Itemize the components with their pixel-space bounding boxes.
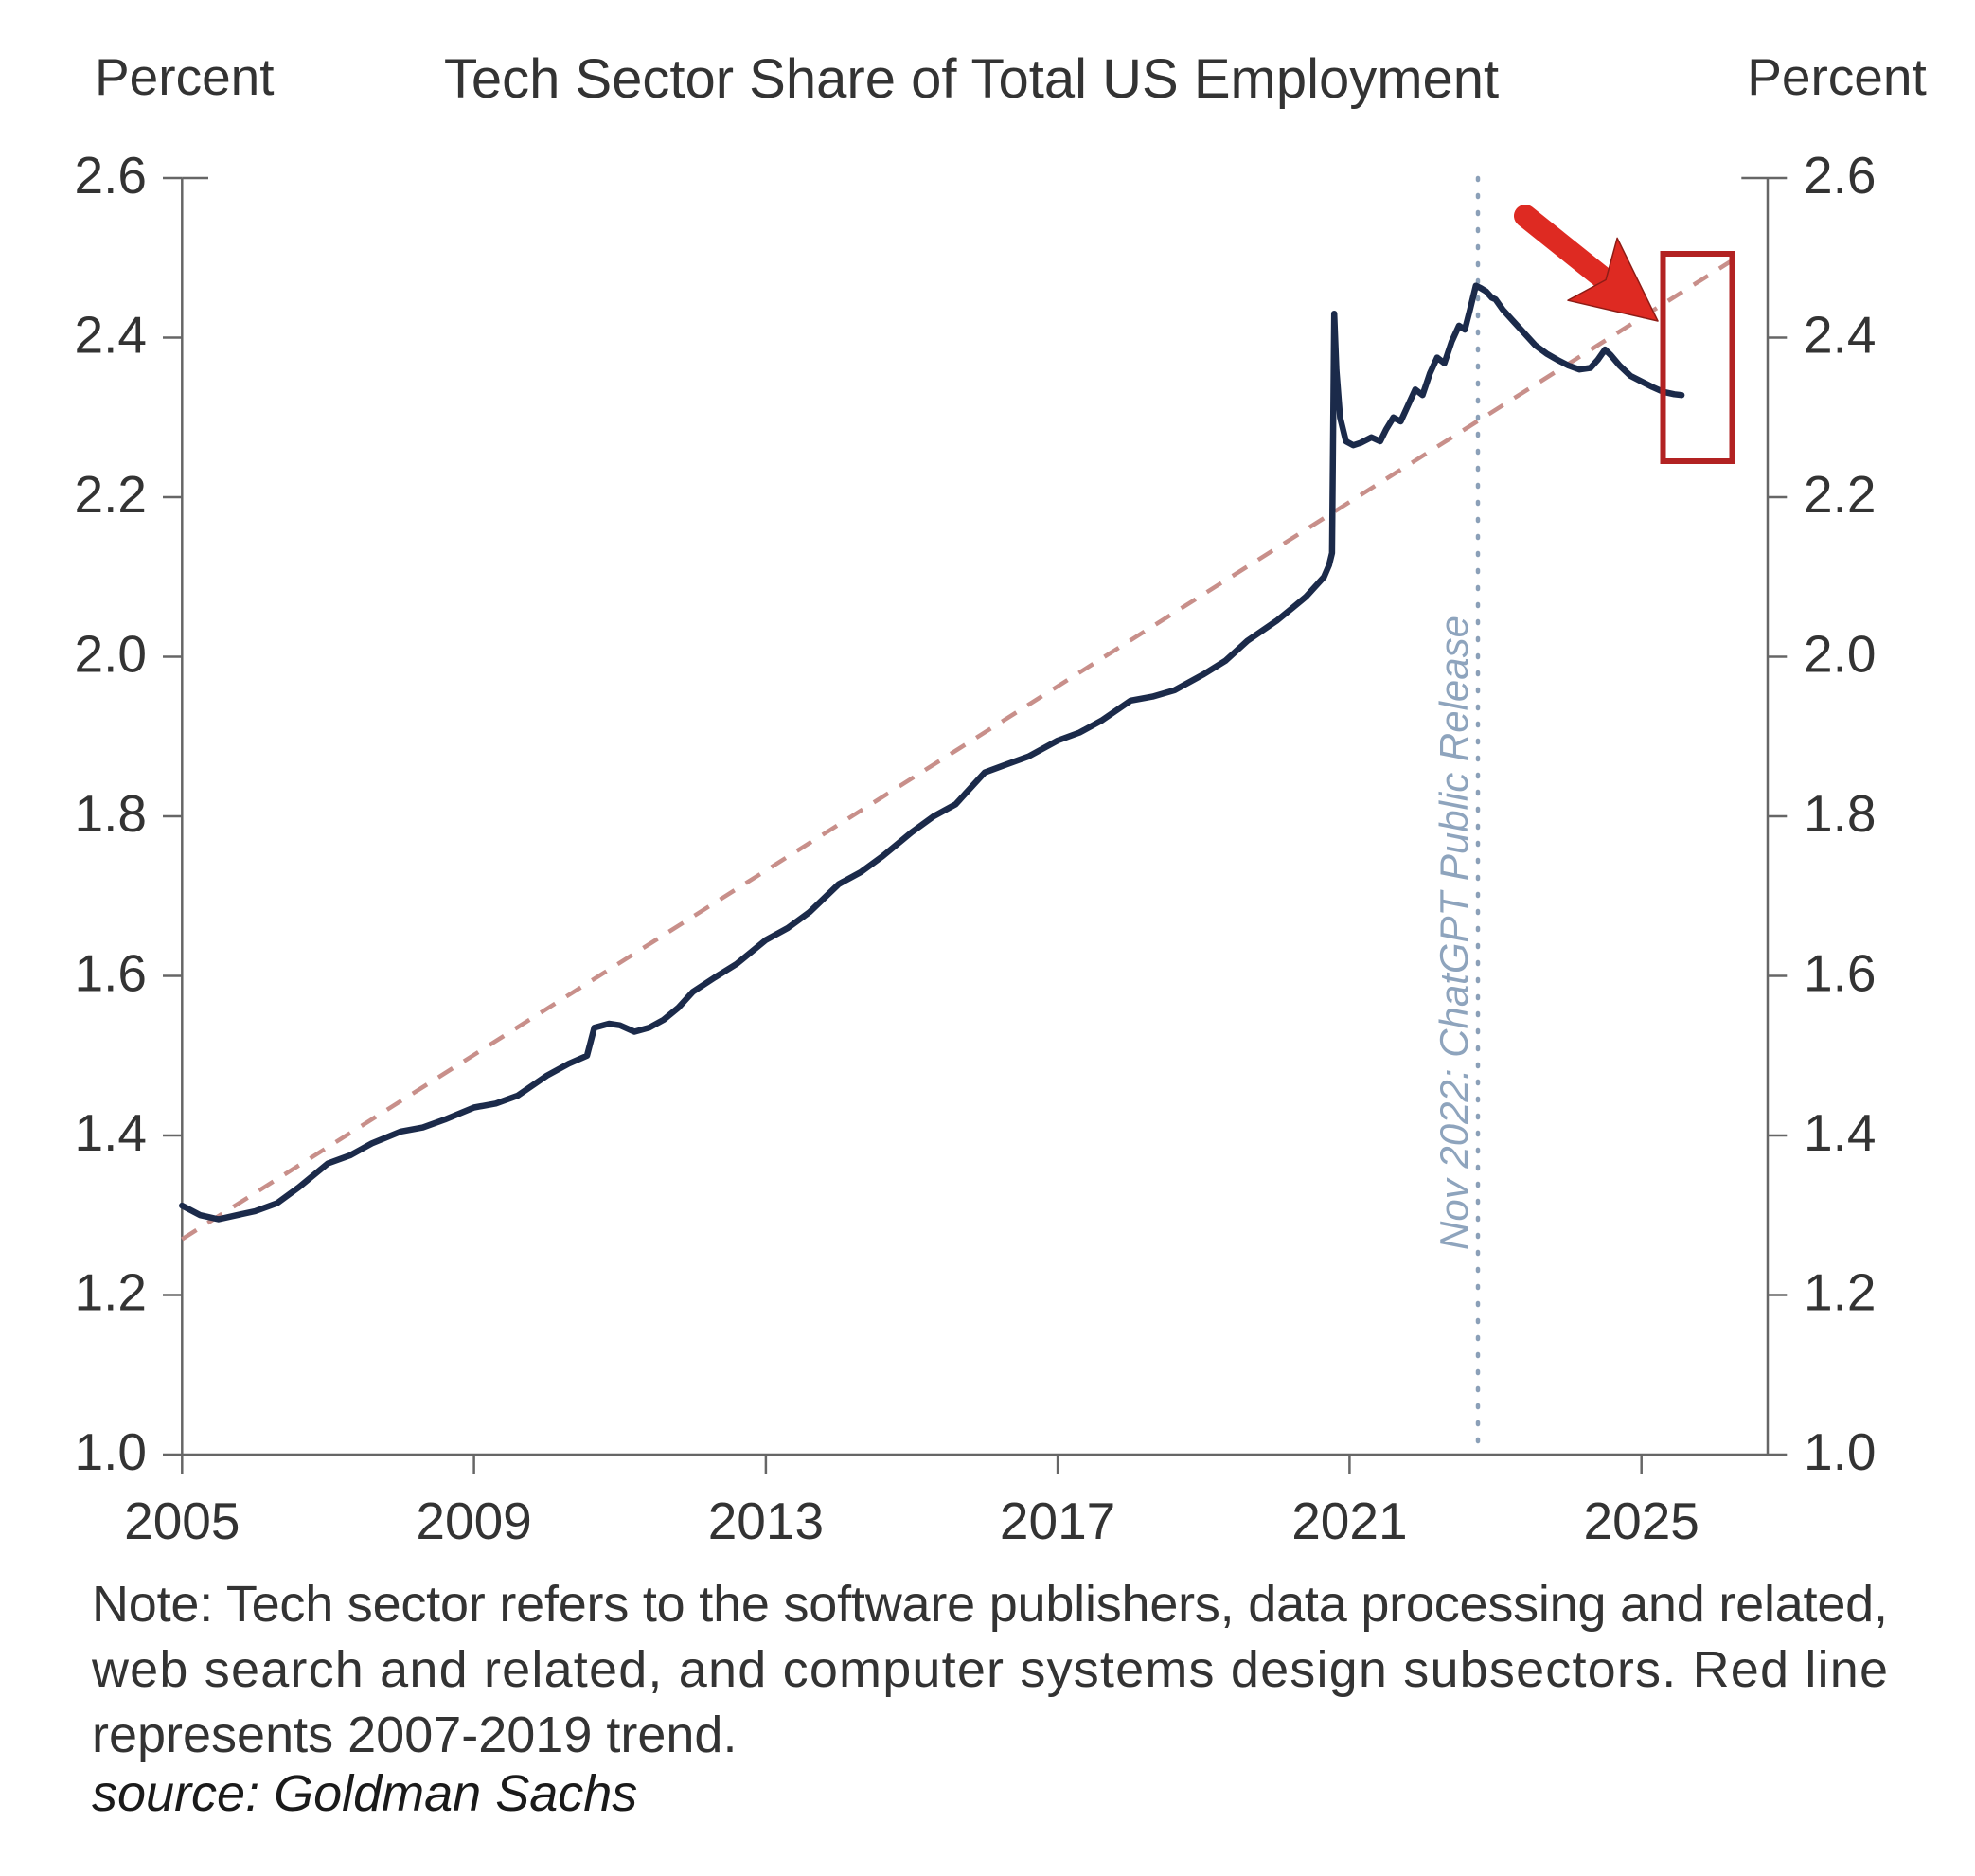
svg-text:web search and related, and co: web search and related, and computer sys…: [91, 1641, 1888, 1698]
svg-text:2005: 2005: [124, 1492, 240, 1550]
svg-text:1.0: 1.0: [1804, 1422, 1876, 1481]
svg-text:2009: 2009: [416, 1492, 531, 1550]
svg-text:1.2: 1.2: [1804, 1263, 1876, 1322]
svg-text:1.4: 1.4: [75, 1103, 147, 1162]
svg-text:1.6: 1.6: [1804, 944, 1876, 1003]
svg-text:source: Goldman Sachs: source: Goldman Sachs: [92, 1765, 637, 1822]
svg-text:Percent: Percent: [1747, 47, 1927, 106]
svg-text:Note: Tech sector refers to th: Note: Tech sector refers to the software…: [92, 1576, 1888, 1633]
svg-text:1.4: 1.4: [1804, 1103, 1876, 1162]
svg-text:2.2: 2.2: [1804, 465, 1876, 524]
svg-text:2.2: 2.2: [75, 465, 147, 524]
svg-text:1.8: 1.8: [75, 784, 147, 843]
svg-text:2.0: 2.0: [75, 625, 147, 684]
svg-text:2025: 2025: [1584, 1492, 1699, 1550]
svg-text:Nov 2022: ChatGPT Public Relea: Nov 2022: ChatGPT Public Release: [1432, 616, 1476, 1250]
svg-text:represents 2007-2019 trend.: represents 2007-2019 trend.: [92, 1706, 737, 1763]
svg-text:2017: 2017: [1000, 1492, 1115, 1550]
svg-text:2.4: 2.4: [75, 306, 147, 365]
svg-text:1.2: 1.2: [75, 1263, 147, 1322]
svg-text:2.0: 2.0: [1804, 625, 1876, 684]
svg-text:2013: 2013: [708, 1492, 824, 1550]
svg-text:2.4: 2.4: [1804, 306, 1876, 365]
svg-text:Percent: Percent: [95, 47, 275, 106]
svg-text:2.6: 2.6: [75, 146, 147, 205]
svg-text:2021: 2021: [1291, 1492, 1407, 1550]
svg-text:2.6: 2.6: [1804, 146, 1876, 205]
svg-text:1.0: 1.0: [75, 1422, 147, 1481]
svg-text:1.6: 1.6: [75, 944, 147, 1003]
svg-text:Tech Sector Share of Total US: Tech Sector Share of Total US Employment: [444, 48, 1499, 110]
svg-text:1.8: 1.8: [1804, 784, 1876, 843]
